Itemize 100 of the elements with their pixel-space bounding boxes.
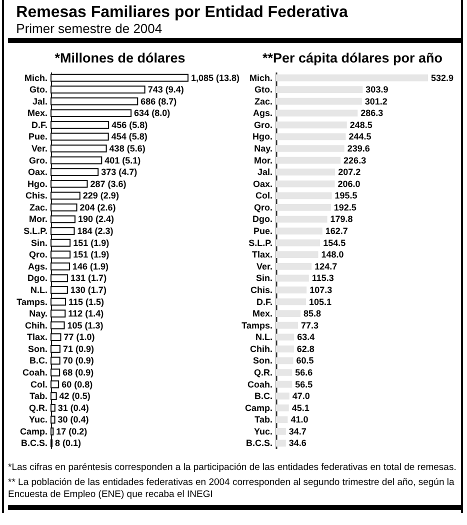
bar <box>276 262 312 270</box>
x-axis-title: **Per cápita dólares por año <box>262 50 443 66</box>
bar <box>276 380 292 388</box>
bar <box>276 310 300 317</box>
data-label: 195.5 <box>334 190 358 201</box>
data-label: 41.0 <box>290 414 308 425</box>
bar <box>276 98 362 105</box>
y-tick-label: Chih. <box>25 320 48 330</box>
data-label: 286.3 <box>360 108 384 118</box>
data-label: 226.3 <box>344 155 366 166</box>
y-tick-label: S.L.P. <box>24 226 48 236</box>
y-tick-label: Gto. <box>30 84 48 95</box>
data-label: 77.3 <box>301 320 319 330</box>
bar <box>276 192 332 200</box>
y-tick-label: Jal. <box>257 167 272 178</box>
y-tick-label: Hgo. <box>28 178 48 189</box>
bar <box>276 298 306 306</box>
y-tick-label: Tlax. <box>252 250 272 260</box>
y-tick-label: Chis. <box>250 284 272 295</box>
y-tick-label: Tab. <box>30 391 48 402</box>
y-tick-label: Tamps. <box>242 320 272 330</box>
data-label: 107.3 <box>310 284 332 295</box>
y-tick-label: Jal. <box>32 96 48 106</box>
bar <box>276 428 286 435</box>
data-label: 454 (5.8) <box>111 132 148 142</box>
data-label: 634 (8.0) <box>134 108 170 118</box>
data-label: 151 (1.9) <box>73 238 110 248</box>
bar <box>276 228 322 234</box>
bar <box>276 357 294 364</box>
data-label: 229 (2.9) <box>82 190 119 201</box>
text: *Las cifras en paréntesis corresponden a la participación de las entidades federativas en total de remesas. <box>8 462 458 474</box>
data-label: 115.3 <box>312 273 334 284</box>
y-tick-label: Ags. <box>252 108 272 118</box>
data-label: 179.8 <box>330 214 353 224</box>
bar <box>276 251 318 258</box>
y-tick-label: Oax. <box>252 178 272 189</box>
data-label: 192.5 <box>334 202 356 212</box>
bar <box>276 74 428 82</box>
data-label: 115 (1.5) <box>68 296 104 307</box>
y-tick-label: Zac. <box>29 202 48 212</box>
bar <box>276 156 341 164</box>
y-tick-label: B.C. <box>254 391 272 402</box>
data-label: 105 (1.3) <box>67 320 104 330</box>
y-tick-label: Mich. <box>24 72 48 83</box>
y-tick-label: Dgo. <box>28 273 48 284</box>
data-label: 401 (5.1) <box>104 155 141 166</box>
data-label: 70 (0.9) <box>62 356 94 366</box>
bar <box>276 416 288 424</box>
data-label: 68 (0.9) <box>62 367 94 378</box>
y-tick-label: Q.R. <box>254 367 272 378</box>
data-label: 56.6 <box>295 367 313 378</box>
data-label: 239.6 <box>347 144 370 154</box>
y-tick-label: B.C.S. <box>246 438 272 448</box>
data-label: 373 (4.7) <box>101 167 138 178</box>
y-tick-label: Qro. <box>28 250 48 260</box>
data-label: 105.1 <box>308 296 332 307</box>
data-label: 77 (1.0) <box>64 332 95 342</box>
bar <box>276 216 328 223</box>
y-tick-label: Camp. <box>244 402 272 413</box>
data-label: 248.5 <box>350 120 372 130</box>
data-label: 45.1 <box>292 402 310 413</box>
data-label: 56.5 <box>295 379 313 390</box>
chart-title: Remesas Familiares por Entidad Federativa <box>16 4 348 21</box>
y-tick-label: Camp. <box>20 426 48 436</box>
data-label: 207.2 <box>338 167 361 178</box>
x-axis-title: *Millones de dólares <box>54 50 186 66</box>
y-tick-label: Oax. <box>28 167 48 178</box>
y-tick-label: Col. <box>30 379 48 390</box>
chart-subtitle: Primer semestre de 2004 <box>16 21 162 36</box>
y-tick-label: Mor. <box>254 155 272 166</box>
y-tick-label: Col. <box>256 190 272 201</box>
data-label: 146 (1.9) <box>72 261 108 272</box>
y-tick-label: Dgo. <box>252 214 272 224</box>
data-label: 130 (1.7) <box>70 284 106 295</box>
data-label: 1,085 (13.8) <box>191 72 240 83</box>
y-tick-label: Gro. <box>28 155 48 166</box>
data-label: 30 (0.4) <box>58 414 89 425</box>
y-tick-label: Mor. <box>28 214 48 224</box>
data-label: 17 (0.2) <box>56 426 88 436</box>
bar <box>276 286 307 294</box>
y-tick-label: Ver. <box>31 144 48 154</box>
data-label: 438 (5.6) <box>109 144 146 154</box>
y-tick-label: D.F. <box>256 296 272 307</box>
data-label: 301.2 <box>364 96 388 106</box>
y-tick-label: Nay. <box>254 144 272 154</box>
data-label: 456 (5.8) <box>112 120 148 130</box>
y-tick-label: Pue. <box>28 132 48 142</box>
bar <box>276 239 320 246</box>
data-label: 124.7 <box>314 261 338 272</box>
data-label: 244.5 <box>348 132 372 142</box>
y-tick-label: D.F. <box>31 120 48 130</box>
data-label: 34.7 <box>288 426 306 436</box>
data-label: 184 (2.3) <box>77 226 114 236</box>
data-label: 287 (3.6) <box>90 178 126 189</box>
bar <box>276 180 335 188</box>
data-label: 60 (0.8) <box>62 379 93 390</box>
bar <box>276 110 358 117</box>
y-tick-label: N.L. <box>30 284 48 295</box>
y-tick-label: Mex. <box>252 308 272 319</box>
bar <box>276 392 290 400</box>
